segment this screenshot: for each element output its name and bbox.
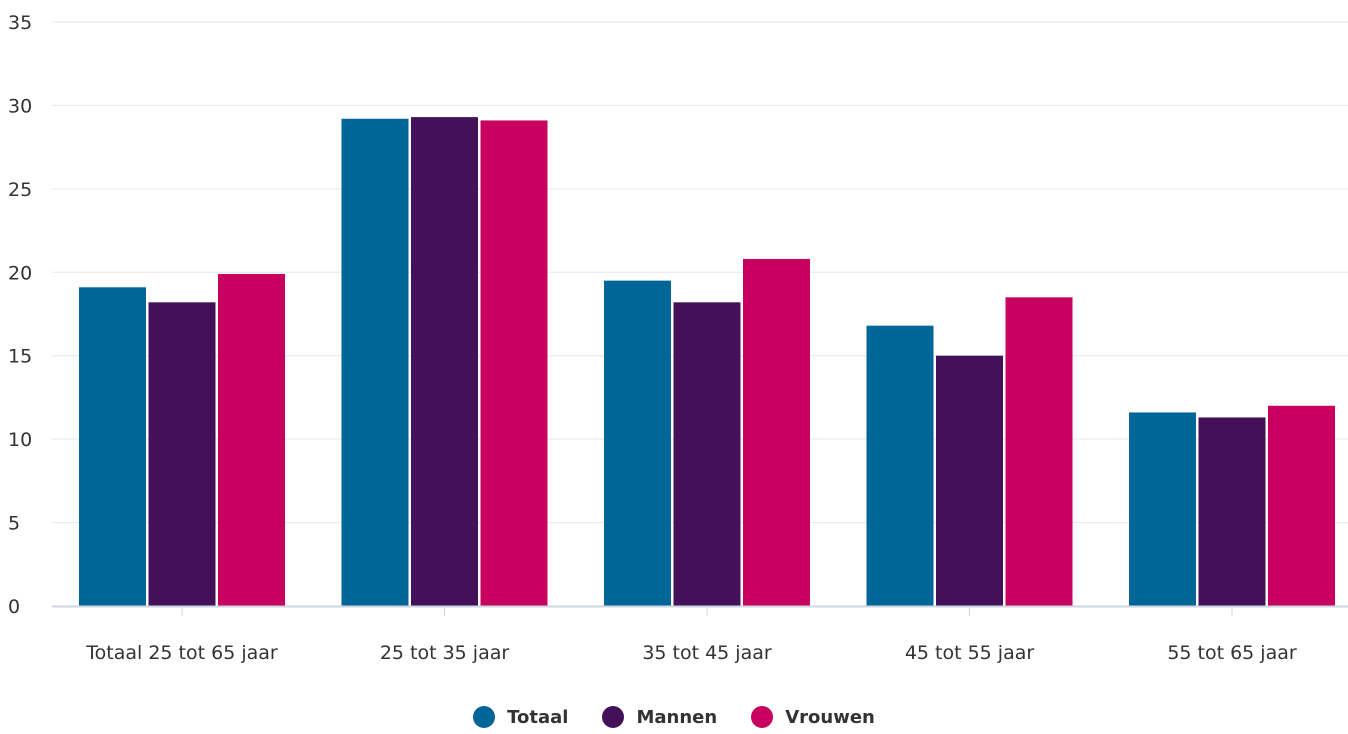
- bars: [79, 117, 1335, 607]
- bar-totaal-totaal-25-tot-65-jaar[interactable]: [79, 287, 146, 606]
- legend-label-mannen: Mannen: [636, 706, 718, 728]
- x-tick-label-25-tot-35-jaar: 25 tot 35 jaar: [380, 642, 510, 664]
- bar-mannen-55-tot-65-jaar[interactable]: [1198, 417, 1266, 606]
- y-tick-label-0: 0: [8, 596, 20, 618]
- legend-swatch-mannen-icon: [602, 706, 625, 728]
- y-tick-label-25: 25: [8, 179, 32, 201]
- bar-totaal-25-tot-35-jaar[interactable]: [341, 118, 409, 606]
- legend-item-mannen[interactable]: Mannen: [602, 706, 717, 728]
- y-tick-label-10: 10: [8, 429, 32, 451]
- x-tick-label-totaal-25-tot-65-jaar: Totaal 25 tot 65 jaar: [85, 642, 278, 664]
- legend: Totaal Mannen Vrouwen: [0, 706, 1348, 728]
- y-axis: 0 5 10 15 20 25 30 35: [8, 12, 32, 618]
- y-tick-label-5: 5: [8, 513, 20, 535]
- bar-vrouwen-55-tot-65-jaar[interactable]: [1268, 405, 1335, 606]
- x-axis: Totaal 25 tot 65 jaar 25 tot 35 jaar 35 to…: [52, 605, 1348, 664]
- x-tick-label-45-tot-55-jaar: 45 tot 55 jaar: [905, 642, 1035, 664]
- legend-swatch-totaal-icon: [473, 706, 496, 728]
- x-tick-label-35-tot-45-jaar: 35 tot 45 jaar: [642, 642, 772, 664]
- bar-mannen-25-tot-35-jaar[interactable]: [411, 117, 478, 606]
- legend-label-totaal: Totaal: [507, 706, 569, 728]
- legend-swatch-vrouwen-icon: [751, 706, 774, 728]
- legend-item-vrouwen[interactable]: Vrouwen: [751, 706, 875, 728]
- bar-vrouwen-totaal-25-tot-65-jaar[interactable]: [218, 273, 285, 606]
- bar-totaal-55-tot-65-jaar[interactable]: [1129, 412, 1196, 606]
- y-tick-label-20: 20: [8, 262, 32, 284]
- y-tick-label-30: 30: [8, 95, 32, 117]
- bar-mannen-35-tot-45-jaar[interactable]: [673, 302, 741, 606]
- bar-mannen-totaal-25-tot-65-jaar[interactable]: [148, 302, 216, 606]
- bar-vrouwen-35-tot-45-jaar[interactable]: [743, 258, 810, 606]
- bar-vrouwen-45-tot-55-jaar[interactable]: [1005, 297, 1073, 606]
- x-tick-label-55-tot-65-jaar: 55 tot 65 jaar: [1167, 642, 1297, 664]
- bar-mannen-45-tot-55-jaar[interactable]: [936, 355, 1003, 606]
- legend-label-vrouwen: Vrouwen: [785, 706, 875, 728]
- y-tick-label-15: 15: [8, 346, 32, 368]
- legend-item-totaal[interactable]: Totaal: [473, 706, 568, 728]
- bar-totaal-35-tot-45-jaar[interactable]: [604, 280, 671, 606]
- y-tick-label-35: 35: [8, 12, 32, 34]
- bar-totaal-45-tot-55-jaar[interactable]: [866, 325, 934, 606]
- bar-vrouwen-25-tot-35-jaar[interactable]: [480, 120, 548, 607]
